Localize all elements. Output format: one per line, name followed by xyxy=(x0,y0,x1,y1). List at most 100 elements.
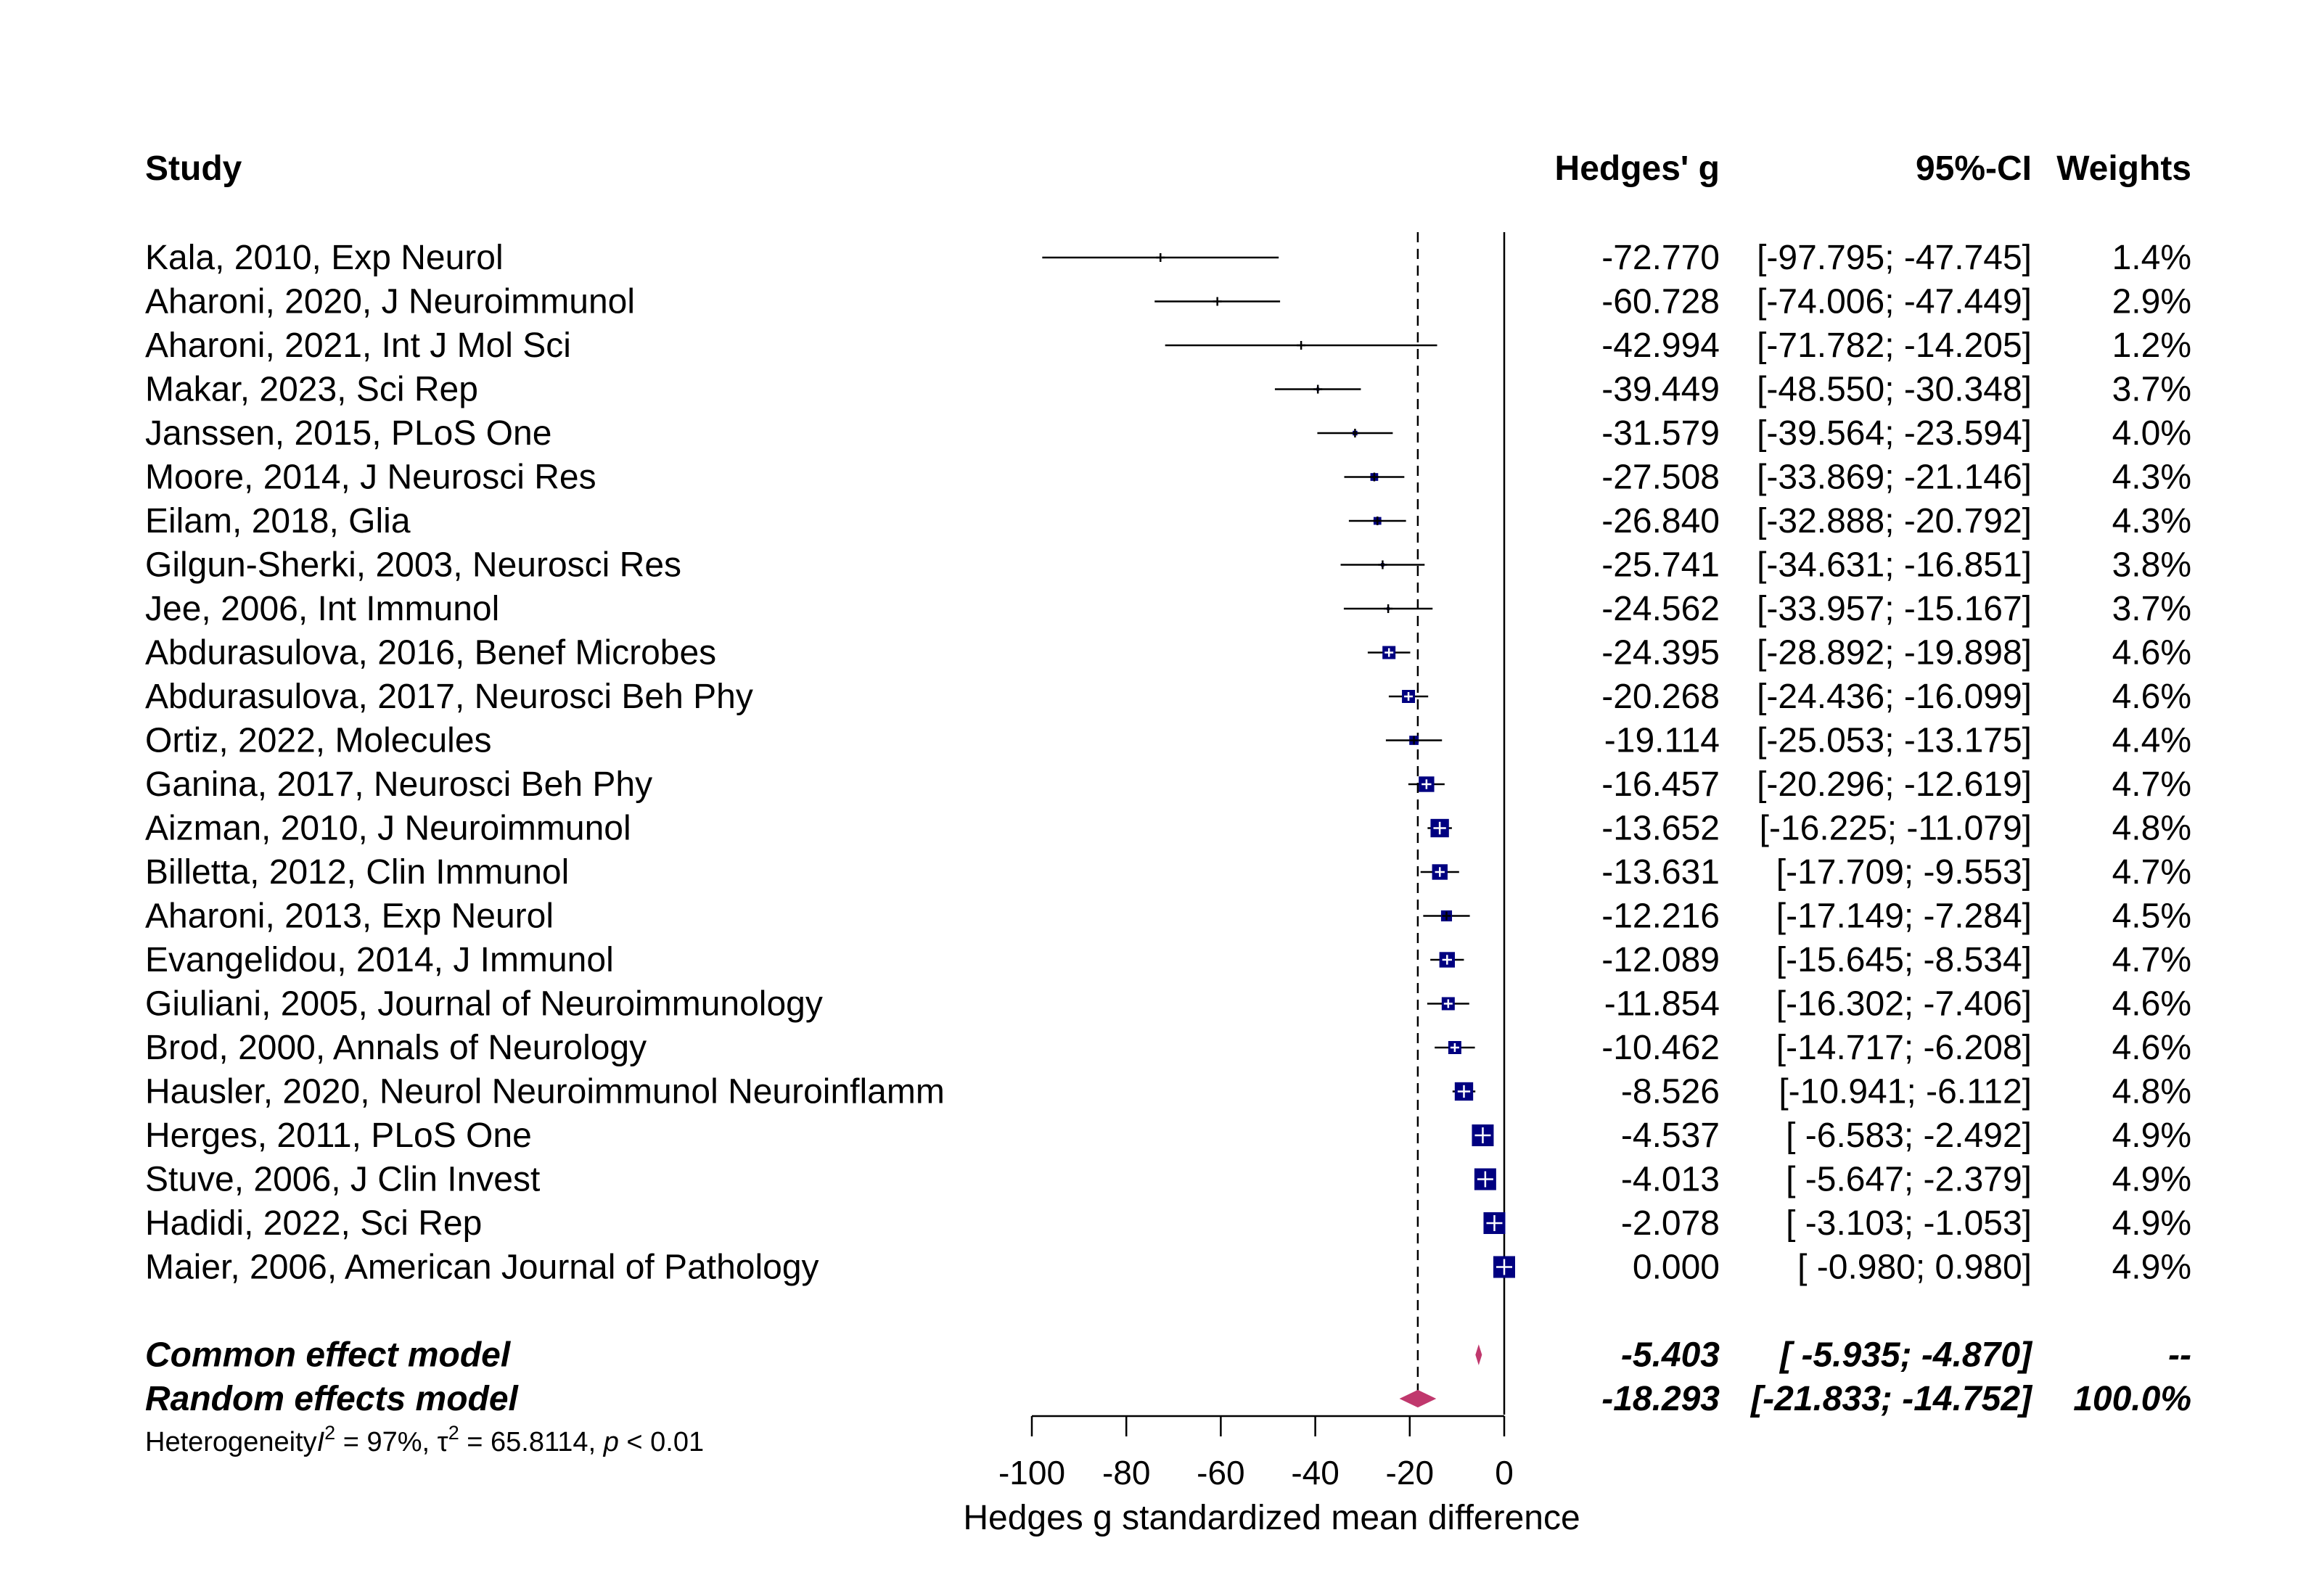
study-ci: [-20.296; -12.619] xyxy=(1757,765,2032,804)
study-weight: 4.3% xyxy=(2112,458,2191,497)
study-label: Ortiz, 2022, Molecules xyxy=(145,722,492,760)
study-label: Aharoni, 2013, Exp Neurol xyxy=(145,897,554,936)
study-label: Gilgun-Sherki, 2003, Neurosci Res xyxy=(145,546,681,585)
study-label: Billetta, 2012, Clin Immunol xyxy=(145,853,569,892)
study-row: Maier, 2006, American Journal of Patholo… xyxy=(145,1249,2191,1287)
study-label: Evangelidou, 2014, J Immunol xyxy=(145,941,614,979)
study-effect: -39.449 xyxy=(1601,371,1720,409)
model-effect: -18.293 xyxy=(1601,1380,1720,1418)
model-weight: 100.0% xyxy=(2073,1380,2191,1418)
study-ci: [ -6.583; -2.492] xyxy=(1786,1116,2032,1155)
study-row: Aharoni, 2021, Int J Mol Sci -42.994 [-71.… xyxy=(145,326,2191,365)
study-effect: -20.268 xyxy=(1601,678,1720,716)
study-weight: 4.6% xyxy=(2112,1029,2191,1067)
study-effect: -12.216 xyxy=(1601,897,1720,936)
study-effect: -13.652 xyxy=(1601,810,1720,848)
study-row: Gilgun-Sherki, 2003, Neurosci Res -25.741… xyxy=(145,546,2191,585)
model-effect: -5.403 xyxy=(1621,1336,1720,1375)
study-weight: 1.2% xyxy=(2112,326,2191,365)
study-effect: -8.526 xyxy=(1621,1073,1720,1111)
study-ci: [-24.436; -16.099] xyxy=(1757,678,2032,716)
study-ci: [-28.892; -19.898] xyxy=(1757,634,2032,672)
study-weight: 3.7% xyxy=(2112,371,2191,409)
study-label: Janssen, 2015, PLoS One xyxy=(145,414,551,453)
model-diamond xyxy=(1399,1389,1437,1408)
het-p-symbol: p xyxy=(603,1427,619,1457)
study-weight: 4.9% xyxy=(2112,1161,2191,1199)
study-ci: [-71.782; -14.205] xyxy=(1757,326,2032,365)
study-label: Aharoni, 2020, J Neuroimmunol xyxy=(145,283,635,321)
study-label: Maier, 2006, American Journal of Patholo… xyxy=(145,1249,819,1287)
study-row: Hausler, 2020, Neurol Neuroimmunol Neuro… xyxy=(145,1073,2191,1111)
study-effect: -25.741 xyxy=(1601,546,1720,585)
header-effect: Hedges' g xyxy=(1555,149,1720,188)
model-label: Common effect model xyxy=(145,1336,512,1375)
study-effect: -13.631 xyxy=(1601,853,1720,892)
study-effect: -10.462 xyxy=(1601,1029,1720,1067)
study-row: Stuve, 2006, J Clin Invest -4.013 [ -5.647… xyxy=(145,1161,2191,1199)
x-tick-label: -60 xyxy=(1197,1454,1244,1492)
study-effect: -11.854 xyxy=(1604,985,1720,1024)
study-weight: 4.3% xyxy=(2112,502,2191,540)
study-row: Makar, 2023, Sci Rep -39.449 [-48.550; -30… xyxy=(145,371,2191,409)
study-weight: 3.7% xyxy=(2112,590,2191,628)
study-ci: [-32.888; -20.792] xyxy=(1757,502,2032,540)
study-weight: 1.4% xyxy=(2112,239,2191,277)
study-ci: [-25.053; -13.175] xyxy=(1757,722,2032,760)
het-tau-symbol: τ xyxy=(438,1427,448,1457)
study-label: Hausler, 2020, Neurol Neuroimmunol Neuro… xyxy=(145,1073,945,1111)
study-rows: Kala, 2010, Exp Neurol -72.770 [-97.795; -… xyxy=(145,239,2191,1287)
study-effect: -4.537 xyxy=(1621,1116,1720,1155)
x-axis-label: Hedges g standardized mean difference xyxy=(963,1499,1580,1537)
study-label: Kala, 2010, Exp Neurol xyxy=(145,239,504,277)
study-label: Aharoni, 2021, Int J Mol Sci xyxy=(145,326,571,365)
header-weights: Weights xyxy=(2056,149,2191,188)
study-row: Moore, 2014, J Neurosci Res -27.508 [-33.8… xyxy=(145,458,2191,497)
study-label: Jee, 2006, Int Immunol xyxy=(145,590,499,628)
study-ci: [-16.302; -7.406] xyxy=(1776,985,2032,1024)
study-row: Janssen, 2015, PLoS One -31.579 [-39.564; … xyxy=(145,414,2191,453)
heterogeneity-text: HeterogeneityI2 = 97%, τ2 = 65.8114, p <… xyxy=(145,1422,704,1457)
study-weight: 4.9% xyxy=(2112,1249,2191,1287)
study-row: Evangelidou, 2014, J Immunol -12.089 [-15.… xyxy=(145,941,2191,979)
study-weight: 4.6% xyxy=(2112,985,2191,1024)
study-effect: -12.089 xyxy=(1601,941,1720,979)
study-ci: [-48.550; -30.348] xyxy=(1757,371,2032,409)
model-diamond xyxy=(1475,1344,1482,1365)
study-effect: -4.013 xyxy=(1621,1161,1720,1199)
x-axis: -100 -80 -60 -40 -20 0 Hedges g standardized m… xyxy=(963,1415,1580,1537)
study-row: Ortiz, 2022, Molecules -19.114 [-25.053; -… xyxy=(145,722,2191,760)
study-ci: [-14.717; -6.208] xyxy=(1776,1029,2032,1067)
study-row: Hadidi, 2022, Sci Rep -2.078 [ -3.103; -1.… xyxy=(145,1204,2191,1243)
study-effect: -72.770 xyxy=(1601,239,1720,277)
model-ci: [ -5.935; -4.870] xyxy=(1779,1336,2033,1375)
study-label: Makar, 2023, Sci Rep xyxy=(145,371,478,409)
study-weight: 4.6% xyxy=(2112,678,2191,716)
study-label: Abdurasulova, 2016, Benef Microbes xyxy=(145,634,716,672)
study-effect: -42.994 xyxy=(1601,326,1720,365)
study-ci: [-17.149; -7.284] xyxy=(1776,897,2032,936)
study-ci: [ -3.103; -1.053] xyxy=(1786,1204,2032,1243)
het-tau-sup: 2 xyxy=(448,1422,459,1444)
study-ci: [-17.709; -9.553] xyxy=(1776,853,2032,892)
x-tick-label: -100 xyxy=(998,1454,1065,1492)
study-label: Abdurasulova, 2017, Neurosci Beh Phy xyxy=(145,678,753,716)
study-effect: -2.078 xyxy=(1621,1204,1720,1243)
model-row: Random effects model -18.293 [-21.833; -14… xyxy=(145,1380,2191,1418)
study-effect: 0.000 xyxy=(1633,1249,1720,1287)
study-row: Aharoni, 2020, J Neuroimmunol -60.728 [-74… xyxy=(145,283,2191,321)
study-effect: -24.395 xyxy=(1601,634,1720,672)
study-label: Giuliani, 2005, Journal of Neuroimmunolo… xyxy=(145,985,823,1024)
study-weight: 4.7% xyxy=(2112,853,2191,892)
study-effect: -19.114 xyxy=(1604,722,1720,760)
study-weight: 4.8% xyxy=(2112,810,2191,848)
study-effect: -31.579 xyxy=(1601,414,1720,453)
study-weight: 4.9% xyxy=(2112,1116,2191,1155)
x-tick-label: -40 xyxy=(1291,1454,1339,1492)
x-tick-label: -80 xyxy=(1102,1454,1150,1492)
het-tau-value: = 65.8114, xyxy=(459,1427,604,1457)
study-row: Jee, 2006, Int Immunol -24.562 [-33.957; -… xyxy=(145,590,2191,628)
study-ci: [-10.941; -6.112] xyxy=(1779,1073,2032,1111)
x-tick-label: 0 xyxy=(1495,1454,1514,1492)
